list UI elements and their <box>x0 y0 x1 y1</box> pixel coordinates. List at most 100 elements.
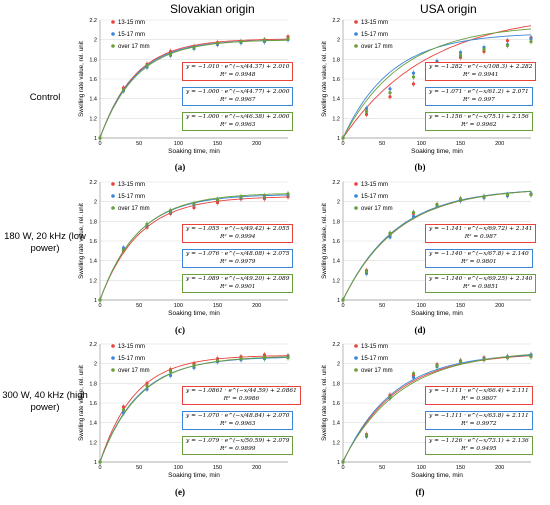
data-point <box>529 40 533 44</box>
fit-equation: y = −1.141 · e^(−x/69.72) + 2.141 <box>429 226 533 232</box>
column-title-slovakian: Slovakian origin <box>170 2 255 16</box>
x-axis-label: Soaking time, min <box>168 148 220 155</box>
legend-marker <box>354 194 358 198</box>
fit-equation: y = −1.111 · e^(−x/63.8) + 2.111 <box>429 413 529 419</box>
y-tick-label: 1.2 <box>332 440 340 446</box>
data-point <box>168 369 173 374</box>
fit-equation: y = −1.0861 · e^(−x/44.59) + 2.0861 <box>186 388 297 394</box>
x-tick-label: 100 <box>417 303 426 309</box>
data-point <box>145 63 149 67</box>
r-squared: R² = 0.9901 <box>219 283 256 290</box>
data-point <box>145 384 149 388</box>
legend-marker <box>111 20 115 24</box>
data-point <box>121 248 126 252</box>
fit-curve-over-17-mm <box>342 353 532 462</box>
y-tick-label: 1.8 <box>89 219 97 225</box>
fit-equation: y = −1.089 · e^(−x/49.20) + 2.089 <box>186 276 290 282</box>
data-point <box>482 358 486 362</box>
y-tick-label: 1 <box>337 136 340 142</box>
x-tick-label: 200 <box>495 465 504 471</box>
x-axis-label: Soaking time, min <box>168 472 220 479</box>
data-point <box>505 356 510 360</box>
fit-equation-box: y = −1.111 · e^(−x/63.8) + 2.111 R² = 0.9… <box>425 411 533 430</box>
x-tick-label: 0 <box>98 141 101 147</box>
fit-equation: y = −1.010 · e^(−x/44.37) + 2.010 <box>186 64 290 70</box>
fit-curve-13-15-mm <box>342 25 532 139</box>
data-point <box>262 194 267 198</box>
data-point <box>192 364 196 368</box>
data-point <box>435 203 439 207</box>
r-squared: R² = 0.9963 <box>219 121 256 128</box>
y-tick-label: 1.6 <box>332 401 340 407</box>
y-tick-label: 2.2 <box>332 180 340 186</box>
r-squared: R² = 0.987 <box>464 233 497 240</box>
y-tick-label: 1 <box>337 460 340 466</box>
r-squared: R² = 0.9899 <box>219 445 256 452</box>
row-label-high-power: 300 W, 40 kHz (high power) <box>2 390 88 413</box>
fit-equation-box: y = −1.055 · e^(−x/49.42) + 2.055 R² = 0.… <box>182 224 294 243</box>
data-point <box>98 460 102 464</box>
y-tick-label: 1.2 <box>332 116 340 122</box>
x-tick-label: 100 <box>174 303 183 309</box>
y-tick-label: 1.6 <box>332 77 340 83</box>
x-tick-label: 150 <box>213 465 222 471</box>
fit-equation: y = −1.076 · e^(−x/48.08) + 2.075 <box>186 251 290 257</box>
x-tick-label: 0 <box>98 303 101 309</box>
data-point <box>239 195 243 199</box>
r-squared: R² = 0.9941 <box>462 71 499 78</box>
legend-marker <box>111 206 115 210</box>
data-point <box>168 52 173 57</box>
x-tick-label: 0 <box>341 303 344 309</box>
fit-equation: y = −1.282 · e^(−x/108.3) + 2.282 <box>429 64 533 70</box>
data-point <box>458 53 463 58</box>
y-tick-label: 1.4 <box>89 97 97 103</box>
data-point <box>192 202 196 206</box>
x-axis-label: Soaking time, min <box>168 310 220 317</box>
y-axis-label: Swelling rate value, rel. unit <box>321 203 328 279</box>
y-axis-label: Swelling rate value, rel. unit <box>78 41 85 117</box>
fit-equation: y = −1.079 · e^(−x/50.59) + 2.079 <box>186 438 290 444</box>
x-tick-label: 100 <box>417 465 426 471</box>
fit-equation: y = −1.055 · e^(−x/49.42) + 2.055 <box>186 226 290 232</box>
y-tick-label: 1.4 <box>332 97 340 103</box>
fit-equation: y = −1.070 · e^(−x/48.84) + 2.070 <box>186 413 290 419</box>
data-point <box>388 91 392 95</box>
data-point <box>388 231 392 235</box>
y-tick-label: 2 <box>94 362 97 368</box>
y-tick-label: 1 <box>94 460 97 466</box>
fit-equation-box: y = −1.126 · e^(−x/73.1) + 2.136 R² = 0.9… <box>425 436 533 455</box>
legend-entry: over 17 mm <box>361 206 393 212</box>
legend-entry: 13-15 mm <box>118 182 145 188</box>
data-point <box>388 87 392 91</box>
legend-marker <box>354 368 358 372</box>
fit-equation-box: y = −1.079 · e^(−x/50.59) + 2.079 R² = 0.… <box>182 436 294 455</box>
data-point <box>505 43 510 48</box>
fit-equation-box: y = −1.010 · e^(−x/44.37) + 2.010 R² = 0.… <box>182 62 294 81</box>
data-point <box>482 47 486 52</box>
fit-equation-box: y = −1.089 · e^(−x/49.20) + 2.089 R² = 0.… <box>182 274 294 293</box>
y-tick-label: 1.2 <box>332 278 340 284</box>
legend-marker <box>111 44 115 48</box>
legend-entry: over 17 mm <box>118 206 150 212</box>
x-tick-label: 50 <box>136 465 142 471</box>
y-tick-label: 1.4 <box>332 259 340 265</box>
fit-equation-box: y = −1.140 · e^(−x/69.25) + 2.140 R² = 0.… <box>425 274 537 293</box>
data-point <box>121 408 126 412</box>
legend-entry: over 17 mm <box>118 368 150 374</box>
data-point <box>411 210 416 215</box>
x-tick-label: 50 <box>379 141 385 147</box>
legend-entry: 13-15 mm <box>118 344 145 350</box>
legend-marker <box>354 344 358 348</box>
chart-panel-a: 1 1.2 1.4 1.6 1.8 2 2.2 0 50 100 150 200 Soaking tim… <box>78 18 290 172</box>
y-tick-label: 2.2 <box>89 18 97 24</box>
fit-equation-box: y = −1.071 · e^(−x/61.2) + 2.071 R² = 0.9… <box>425 87 533 106</box>
fit-equation: y = −1.140 · e^(−x/67.8) + 2.140 <box>429 251 529 257</box>
x-tick-label: 100 <box>417 141 426 147</box>
data-point <box>341 136 345 140</box>
x-tick-label: 0 <box>98 465 101 471</box>
data-point <box>341 460 345 464</box>
row-label-control: Control <box>29 92 61 103</box>
r-squared: R² = 0.9948 <box>219 71 256 78</box>
y-tick-label: 2 <box>337 200 340 206</box>
y-tick-label: 1.8 <box>332 57 340 63</box>
